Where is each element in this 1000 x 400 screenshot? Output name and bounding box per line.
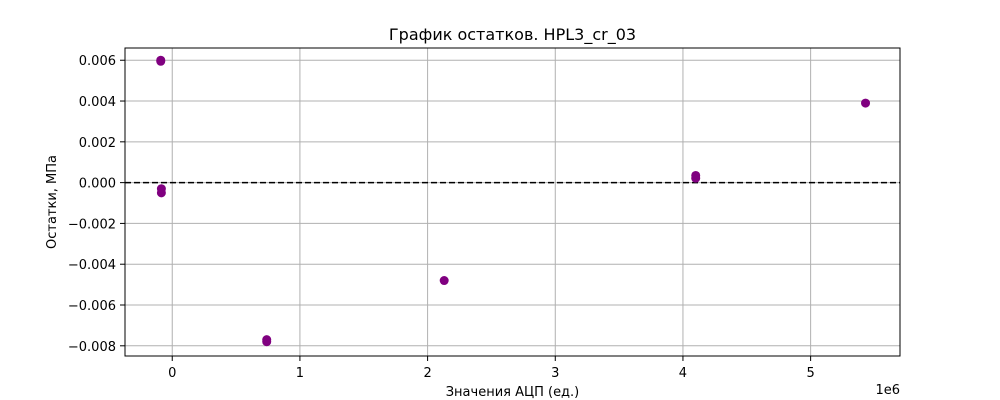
plot-frame [124,47,901,357]
data-point [439,276,449,286]
data-point [156,188,166,198]
y-tick-label: −0.006 [68,299,116,314]
x-axis-label: Значения АЦП (ед.) [446,385,580,400]
y-tick-label: −0.008 [68,340,116,355]
x-tick-label: 2 [423,366,431,381]
x-tick-label: 4 [679,366,687,381]
data-point [262,337,272,347]
x-tick-label: 1 [296,366,304,381]
y-tick-label: 0.002 [79,136,116,151]
x-tick-label: 3 [551,366,559,381]
grid-layer [125,48,900,356]
y-tick-label: 0.006 [79,54,116,69]
y-tick-label: −0.002 [68,217,116,232]
data-point [156,55,166,65]
y-tick-label: −0.004 [68,258,116,273]
ticks-layer: 0 1 2 3 4 5 −0.008 −0.006 −0.004 −0.002 0.000 0.002… [68,54,815,381]
x-tick-label: 5 [806,366,814,381]
chart-title: График остатков. HPL3_cr_03 [389,25,636,45]
y-tick-label: 0.000 [79,177,116,192]
data-point [691,173,701,183]
x-axis-offset-label: 1e6 [875,383,900,398]
points-layer [156,55,871,347]
x-tick-label: 0 [168,366,176,381]
y-axis-label: Остатки, МПа [45,155,60,249]
y-tick-label: 0.004 [79,95,116,110]
data-point [861,98,871,108]
